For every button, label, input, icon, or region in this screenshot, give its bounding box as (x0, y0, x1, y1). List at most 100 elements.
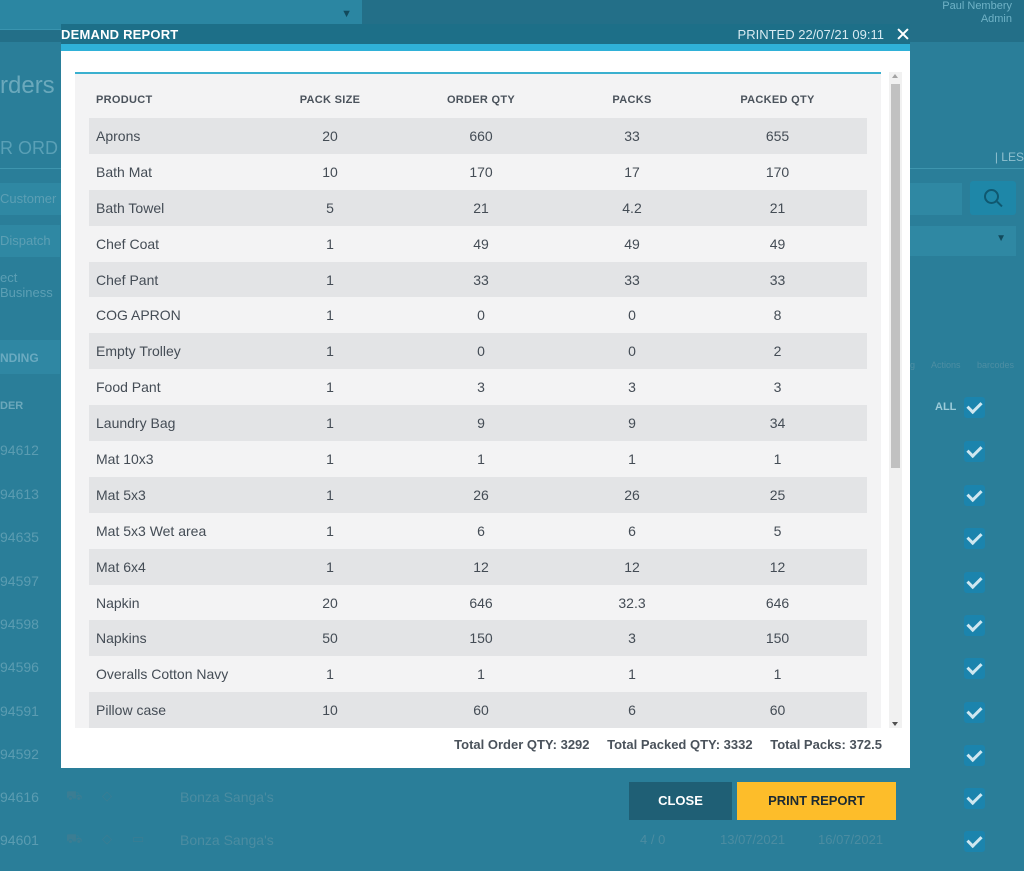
diamond-icon: ◇ (102, 788, 112, 803)
table-row: Napkins 50 150 3 150 (89, 620, 867, 657)
cell-packed-qty: 150 (688, 620, 867, 657)
cell-packs: 33 (576, 118, 688, 154)
total-packs: Total Packs: 372.5 (770, 737, 882, 752)
cell-packs: 6 (576, 692, 688, 728)
header-accent-bar (61, 44, 910, 51)
row-checkbox[interactable] (964, 658, 985, 679)
cell-product: Overalls Cotton Navy (89, 656, 274, 693)
close-icon[interactable] (896, 27, 910, 41)
less-toggle[interactable]: | LES (994, 150, 1024, 164)
cell-packs: 3 (576, 620, 688, 657)
chevron-down-icon: ▼ (996, 233, 1006, 244)
row-checkbox[interactable] (964, 788, 985, 809)
tab-pending[interactable]: NDING (0, 340, 60, 374)
cell-packs: 17 (576, 153, 688, 190)
cell-pack-size: 1 (274, 369, 386, 406)
cell-product: Napkin (89, 584, 274, 621)
cell-order-qty: 49 (386, 225, 576, 262)
cell-pack-size: 1 (274, 261, 386, 298)
order-number: 94592 (0, 746, 39, 762)
cell-pack-size: 1 (274, 476, 386, 513)
chevron-down-icon: ▼ (341, 8, 352, 20)
cell-packs: 3 (576, 369, 688, 406)
business-field[interactable]: ect Business (0, 270, 53, 300)
dispatch-field[interactable]: Dispatch (0, 225, 60, 257)
table-row[interactable]: 94596 (0, 646, 1024, 690)
cell-packed-qty: 60 (688, 692, 867, 728)
cell-pack-size: 1 (274, 548, 386, 585)
cell-product: Chef Coat (89, 225, 274, 262)
column-header-packed-qty: PACKED QTY (740, 94, 815, 106)
row-checkbox[interactable] (964, 441, 985, 462)
cell-packs: 32.3 (576, 584, 688, 621)
table-row: Mat 5x3 1 26 26 25 (89, 476, 867, 513)
table-row[interactable]: 94601 ⛟ ◇ ▭ Bonza Sanga's 4 / 0 13/07/20… (0, 819, 1024, 863)
cell-product: Empty Trolley (89, 333, 274, 370)
search-button[interactable] (970, 181, 1016, 215)
row-checkbox[interactable] (964, 572, 985, 593)
table-row: COG APRON 1 0 0 8 (89, 297, 867, 334)
table-row: Mat 6x4 1 12 12 12 (89, 548, 867, 585)
cell-packed-qty: 33 (688, 261, 867, 298)
tool-actions-label[interactable]: Actions (931, 360, 961, 370)
table-row[interactable]: 94635 (0, 516, 1024, 560)
modal-header: DEMAND REPORT PRINTED 22/07/21 09:11 (61, 24, 910, 44)
user-name: Paul Nembery (942, 0, 1012, 12)
table-row[interactable]: 94613 (0, 473, 1024, 517)
demand-report-table: PRODUCT PACK SIZE ORDER QTY PACKS PACKED… (89, 86, 867, 728)
row-checkbox[interactable] (964, 485, 985, 506)
table-row[interactable]: 94616 ⛟ ◇ Bonza Sanga's (0, 776, 1024, 820)
scroll-down-icon[interactable] (892, 722, 898, 726)
scroll-up-icon[interactable] (892, 74, 898, 78)
cell-order-qty: 6 (386, 512, 576, 549)
print-report-button[interactable]: PRINT REPORT (737, 782, 896, 820)
table-row[interactable]: 94591 (0, 690, 1024, 734)
close-button[interactable]: CLOSE (629, 782, 732, 820)
report-scroll-area[interactable]: PRODUCT PACK SIZE ORDER QTY PACKS PACKED… (75, 72, 881, 728)
scrollbar-thumb[interactable] (891, 84, 900, 468)
cell-order-qty: 1 (386, 656, 576, 693)
cell-product: Food Pant (89, 369, 274, 406)
select-all-checkbox[interactable] (964, 397, 985, 418)
cell-pack-size: 5 (274, 189, 386, 226)
table-row[interactable]: 94612 (0, 429, 1024, 473)
cell-packed-qty: 1 (688, 441, 867, 477)
cell-packs: 33 (576, 261, 688, 298)
tool-barcodes-label[interactable]: barcodes (977, 360, 1015, 370)
cell-order-qty: 646 (386, 584, 576, 621)
tool-pricing-label[interactable]: ng (905, 360, 916, 370)
scrollbar[interactable] (889, 72, 902, 728)
cell-packs: 0 (576, 297, 688, 334)
cell-packed-qty: 25 (688, 476, 867, 513)
table-row[interactable]: 94598 (0, 603, 1024, 647)
row-checkbox[interactable] (964, 702, 985, 723)
cell-pack-size: 10 (274, 153, 386, 190)
table-row[interactable]: 94597 (0, 560, 1024, 604)
user-info[interactable]: Paul Nembery Admin (942, 0, 1012, 26)
truck-icon: ⛟ (66, 788, 83, 803)
cell-packs: 9 (576, 405, 688, 442)
modal-title: DEMAND REPORT (61, 27, 179, 42)
order-number: 94596 (0, 659, 39, 675)
table-row: Laundry Bag 1 9 9 34 (89, 405, 867, 442)
row-checkbox[interactable] (964, 528, 985, 549)
select-all-label: ALL (935, 401, 957, 413)
row-checkbox[interactable] (964, 615, 985, 636)
diamond-icon: ◇ (102, 831, 112, 846)
cell-packed-qty: 21 (688, 189, 867, 226)
table-row: Pillow case 10 60 6 60 (89, 692, 867, 728)
table-row[interactable]: 94592 (0, 733, 1024, 777)
filter-dropdown[interactable]: ▼ (900, 226, 1016, 256)
order-number: 94635 (0, 529, 39, 545)
column-header-order-qty: ORDER QTY (446, 94, 516, 106)
message-count: 4 / 0 (640, 832, 666, 847)
tab-orders[interactable]: R ORD (0, 138, 58, 158)
cell-pack-size: 1 (274, 405, 386, 442)
row-checkbox[interactable] (964, 831, 985, 852)
truck-icon: ⛟ (66, 831, 83, 846)
cell-pack-size: 10 (274, 692, 386, 728)
customer-name: Bonza Sanga's (180, 832, 274, 848)
row-checkbox[interactable] (964, 745, 985, 766)
cell-order-qty: 660 (386, 118, 576, 154)
table-row: Mat 10x3 1 1 1 1 (89, 441, 867, 477)
